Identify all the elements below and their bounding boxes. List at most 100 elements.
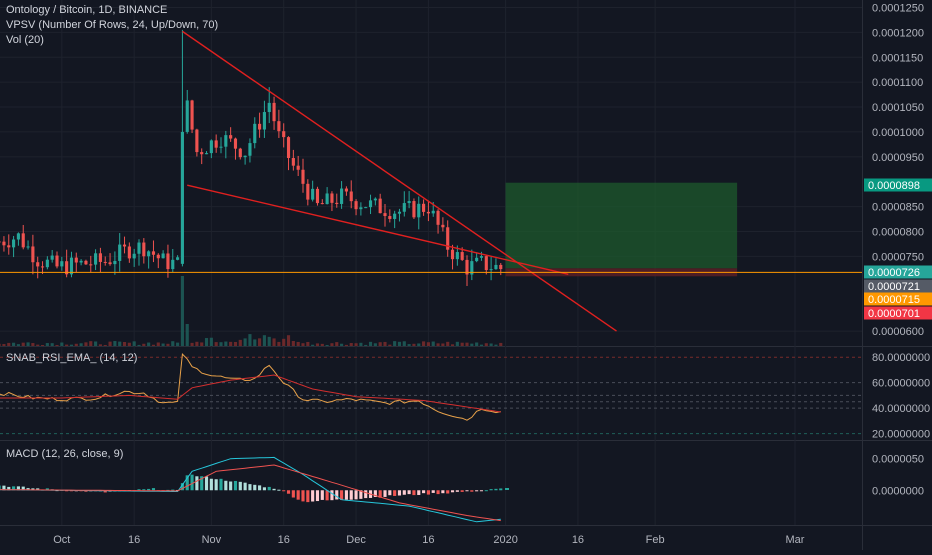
price-axis[interactable]: 0.0001250 0.0001200 0.0001150 0.0001100 0.00… <box>864 2 932 497</box>
macd-histogram-bar <box>204 476 209 491</box>
time-tick-label: Mar <box>786 534 805 546</box>
rsi-tick-label: 40.0000000 <box>872 403 930 415</box>
macd-histogram-bar <box>277 489 281 491</box>
rsi-legend[interactable]: SNAB_RSI_EMA_ (14, 12) <box>6 352 138 364</box>
price-label: 0.0000726 <box>868 267 920 279</box>
volume-bar <box>69 344 74 346</box>
volume-bars <box>0 276 503 346</box>
drawing-lines[interactable] <box>0 30 862 332</box>
volume-bar <box>359 342 363 346</box>
profit-zone <box>505 182 738 269</box>
volume-bar <box>262 335 266 346</box>
macd-histogram-bar <box>455 490 459 492</box>
macd-tick-label: 0.0000050 <box>872 454 924 466</box>
volume-bar <box>393 341 397 346</box>
macd-last-bar <box>505 488 509 490</box>
volume-bar <box>176 342 180 346</box>
candle-body <box>103 261 107 263</box>
candle-body <box>176 257 180 260</box>
volume-bar <box>258 338 262 346</box>
candle-body <box>436 210 440 225</box>
price-tick-label: 0.0000600 <box>872 326 924 338</box>
macd-histogram-bar <box>229 481 233 491</box>
macd-histogram-bar <box>209 478 213 491</box>
candle-body <box>465 259 469 275</box>
volume-bar <box>422 341 426 346</box>
time-tick-label: Dec <box>346 534 366 546</box>
candle-body <box>7 245 11 248</box>
volume-bar <box>238 339 242 346</box>
price-label-bg <box>864 265 932 279</box>
vpsv-label[interactable]: VPSV (Number Of Rows, 24, Up/Down, 70) <box>6 19 219 31</box>
macd-histogram-bar <box>422 490 426 494</box>
candle-body <box>185 100 189 132</box>
volume-bar <box>166 343 170 346</box>
candle-body <box>113 260 117 265</box>
macd-histogram-bar <box>291 490 295 498</box>
macd-histogram-bar <box>388 490 392 496</box>
macd-histogram-bar <box>446 490 450 494</box>
volume-bar <box>142 343 146 346</box>
candle-body <box>171 259 175 270</box>
macd-histogram-bar <box>151 488 156 491</box>
candle-body <box>397 211 402 214</box>
volume-bar <box>417 343 421 346</box>
macd-histogram-bar <box>450 490 455 493</box>
macd-histogram-bar <box>103 490 107 493</box>
macd-histogram-bar <box>475 490 479 492</box>
macd-histogram-bar <box>344 490 348 500</box>
volume-bar <box>465 342 469 346</box>
volume-bar <box>40 344 45 346</box>
volume-bar <box>113 341 117 346</box>
volume-bar <box>180 276 184 346</box>
candle-body <box>79 260 83 263</box>
macd-histogram-bar <box>426 490 430 495</box>
vol-label[interactable]: Vol (20) <box>6 34 44 46</box>
symbol-title[interactable]: Ontology / Bitcoin, 1D, BINANCE <box>6 4 168 16</box>
volume-bar <box>65 344 69 346</box>
price-tick-label: 0.0001050 <box>872 102 924 114</box>
candle-body <box>412 201 416 218</box>
volume-bar <box>94 341 98 346</box>
candle-body <box>426 211 430 214</box>
volume-bar <box>108 341 112 346</box>
candle-body <box>142 242 146 257</box>
volume-bar <box>441 343 445 346</box>
candle-body <box>344 188 348 192</box>
macd-histogram-bar <box>137 489 141 491</box>
candle-body <box>272 102 276 122</box>
candle-body <box>127 246 131 259</box>
macd-histogram-bar <box>16 486 20 491</box>
macd-legend[interactable]: MACD (12, 26, close, 9) <box>6 448 124 460</box>
candle-body <box>417 203 421 218</box>
volume-bar <box>36 344 40 346</box>
volume-bar <box>132 341 136 346</box>
candle-body <box>229 135 233 139</box>
volume-bar <box>354 343 358 346</box>
candle-body <box>69 257 74 275</box>
volume-bar <box>494 344 498 346</box>
volume-bar <box>267 336 271 346</box>
macd-histogram-bar <box>267 486 271 491</box>
macd-histogram-bar <box>12 486 16 491</box>
price-tick-label: 0.0001250 <box>872 2 924 14</box>
candle-body <box>388 216 392 219</box>
time-axis[interactable]: Oct 16 Nov 16 Dec 16 2020 16 Feb Mar <box>53 534 805 546</box>
candle-body <box>36 262 40 267</box>
rsi-series-line <box>0 353 501 421</box>
volume-bar <box>243 338 247 346</box>
volume-bar <box>74 343 78 346</box>
macd-histogram-bar <box>147 488 151 491</box>
macd-histogram-bar <box>258 485 262 491</box>
volume-bar <box>412 343 416 346</box>
macd-histogram-bar <box>36 488 40 491</box>
candle-body <box>2 241 6 246</box>
price-label-bg <box>864 178 932 192</box>
candle-body <box>224 135 228 147</box>
macd-histogram-bar <box>171 489 175 491</box>
candle-body <box>368 200 373 208</box>
macd-histogram-bar <box>253 484 257 491</box>
volume-bar <box>31 343 35 346</box>
volume-bar <box>373 343 377 346</box>
